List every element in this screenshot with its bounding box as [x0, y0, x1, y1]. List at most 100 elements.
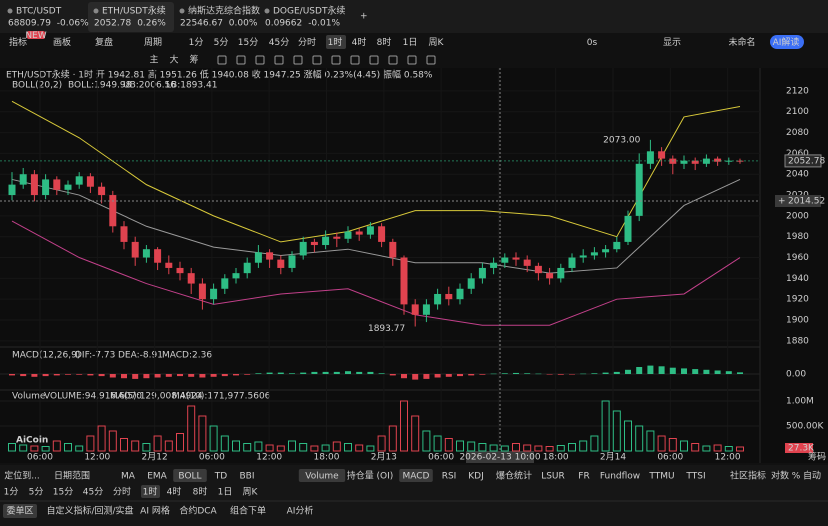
toolbar-item[interactable]: 分时	[298, 36, 316, 48]
toolbar-item[interactable]: 1分	[189, 37, 204, 48]
period-item[interactable]: 周K	[243, 487, 259, 498]
indicator-item[interactable]: 社区指标	[730, 470, 766, 482]
footer-item[interactable]: AI分析	[287, 505, 314, 517]
indicator-item[interactable]: TTSI	[685, 472, 705, 482]
ticker-icon	[179, 8, 185, 14]
macd-bar	[535, 373, 542, 375]
ticker-price[interactable]: 22546.67	[180, 19, 223, 29]
tool-icon[interactable]	[407, 55, 417, 65]
ticker-icon	[7, 8, 13, 14]
indicator-item[interactable]: MACD	[403, 472, 430, 482]
footer-item[interactable]: 合约DCA	[179, 505, 217, 517]
indicator-item[interactable]: Volume	[305, 472, 339, 482]
scale-option[interactable]: %	[792, 472, 801, 482]
tool-icon[interactable]	[312, 55, 322, 65]
indicator-item[interactable]: FR	[578, 472, 589, 482]
candle-body	[658, 151, 666, 159]
toolbar-right-item[interactable]: AI解读	[773, 36, 800, 48]
y-tick-label: 2120	[786, 86, 809, 96]
candle-body	[266, 252, 274, 260]
toolbar-item[interactable]: 15分	[238, 37, 258, 48]
tool-icon[interactable]	[255, 55, 265, 65]
footer-item[interactable]: 自定义指标/回测/实盘	[46, 505, 133, 517]
period-item[interactable]: 分时	[113, 486, 131, 498]
crosshair-time: 2026-02-13 10:00	[459, 453, 540, 463]
footer-item[interactable]: AI 网格	[140, 505, 170, 517]
side-label[interactable]: 筹码	[808, 451, 826, 463]
macd-bar	[725, 371, 732, 374]
toolbar-item[interactable]: 复盘	[95, 36, 113, 48]
period-item[interactable]: 45分	[83, 487, 103, 498]
indicator-item[interactable]: RSI	[442, 472, 457, 482]
indicator-item[interactable]: 持仓量 (OI)	[347, 470, 394, 482]
period-item[interactable]: 15分	[53, 487, 73, 498]
tool-icon[interactable]	[293, 55, 303, 65]
footer-item[interactable]: 委单区	[6, 505, 33, 517]
candle-body	[19, 174, 27, 185]
indicator-item[interactable]: BOLL	[178, 472, 201, 482]
draw-tool[interactable]: 主	[149, 54, 158, 66]
volume-bar	[64, 443, 72, 452]
period-item[interactable]: 1分	[4, 487, 19, 498]
draw-tool[interactable]: 筹	[189, 54, 198, 66]
toolbar-item[interactable]: 周K	[429, 37, 445, 48]
toolbar-item[interactable]: 8时	[377, 36, 392, 48]
indicator-item[interactable]: TTMU	[648, 472, 674, 482]
toolbar-item[interactable]: 5分	[214, 37, 229, 48]
tool-icon[interactable]	[388, 55, 398, 65]
draw-tool[interactable]: 大	[169, 54, 178, 66]
candle-body	[456, 288, 464, 300]
tool-icon[interactable]	[236, 55, 246, 65]
indicator-item[interactable]: BBI	[239, 472, 254, 482]
toolbar-right-item[interactable]: 0s	[587, 38, 598, 48]
toolbar-right-item[interactable]: 显示	[663, 37, 681, 48]
indicator-item[interactable]: MA	[121, 472, 136, 482]
period-item[interactable]: 1日	[218, 487, 233, 498]
volume-bar	[624, 420, 632, 452]
active-tab[interactable]	[88, 2, 174, 32]
tool-icon[interactable]	[331, 55, 341, 65]
tool-icon[interactable]	[217, 55, 227, 65]
legend-main: ETH/USDT永续 · 1时 开 1942.81 高 1951.26 低 19…	[6, 69, 433, 81]
period-item[interactable]: 5分	[29, 487, 44, 498]
footer-item[interactable]: 组合下单	[230, 505, 266, 517]
volume-bar	[288, 440, 296, 452]
tool-icon[interactable]	[369, 55, 379, 65]
indicator-item[interactable]: TD	[214, 472, 227, 482]
macd-bar	[333, 371, 340, 374]
ticker-price[interactable]: 68809.79	[8, 19, 51, 29]
macd-bar	[737, 372, 743, 374]
tool-icon[interactable]	[426, 55, 436, 65]
indicator-item[interactable]: LSUR	[541, 472, 565, 482]
scale-option[interactable]: 自动	[803, 470, 821, 482]
tool-icon[interactable]	[350, 55, 360, 65]
candle-body	[635, 163, 643, 216]
toolbar-item[interactable]: 4时	[352, 36, 367, 48]
scale-option[interactable]: 对数	[771, 470, 789, 482]
indicator-item[interactable]: Fundflow	[600, 472, 640, 482]
indicator-item[interactable]: 爆仓统计	[496, 470, 532, 482]
candle-body	[579, 255, 587, 258]
volume-bar	[220, 435, 229, 452]
candle-body	[400, 257, 408, 305]
ticker-price[interactable]: 2052.78	[94, 19, 131, 29]
tool-icon[interactable]	[274, 55, 284, 65]
period-item[interactable]: 8时	[193, 486, 208, 498]
volume-bar	[120, 438, 128, 452]
toolbar-item[interactable]: 45分	[269, 37, 289, 48]
indicator-item[interactable]: EMA	[147, 472, 167, 482]
indicator-item[interactable]: 定位到...	[4, 470, 40, 482]
toolbar-right-item[interactable]: 未命名	[728, 36, 755, 48]
toolbar-item[interactable]: 1时	[328, 36, 343, 48]
period-item[interactable]: 4时	[167, 486, 182, 498]
toolbar-item[interactable]: 指标	[9, 36, 27, 48]
macd-bar	[513, 372, 519, 374]
boll-legend: BOLL:1949.98	[68, 81, 132, 91]
toolbar-item[interactable]: 1日	[403, 37, 418, 48]
toolbar-item[interactable]: 画板	[53, 36, 71, 48]
period-item[interactable]: 1时	[143, 486, 158, 498]
indicator-item[interactable]: KDJ	[468, 472, 484, 482]
ticker-price[interactable]: 0.09662	[265, 19, 302, 29]
indicator-item[interactable]: 日期范围	[54, 470, 90, 482]
toolbar-item[interactable]: 周期	[144, 37, 162, 48]
